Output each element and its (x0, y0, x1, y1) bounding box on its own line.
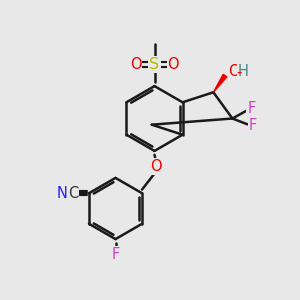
Text: O: O (150, 159, 162, 174)
Polygon shape (213, 74, 227, 92)
Text: C: C (68, 186, 79, 201)
Text: O: O (228, 64, 240, 80)
Text: F: F (111, 247, 120, 262)
Text: S: S (149, 57, 160, 72)
Text: -: - (236, 64, 242, 80)
Text: F: F (249, 118, 257, 134)
Text: N: N (57, 186, 68, 201)
Text: O: O (168, 57, 179, 72)
Text: F: F (248, 101, 256, 116)
Text: H: H (238, 64, 248, 80)
Text: O: O (130, 57, 141, 72)
